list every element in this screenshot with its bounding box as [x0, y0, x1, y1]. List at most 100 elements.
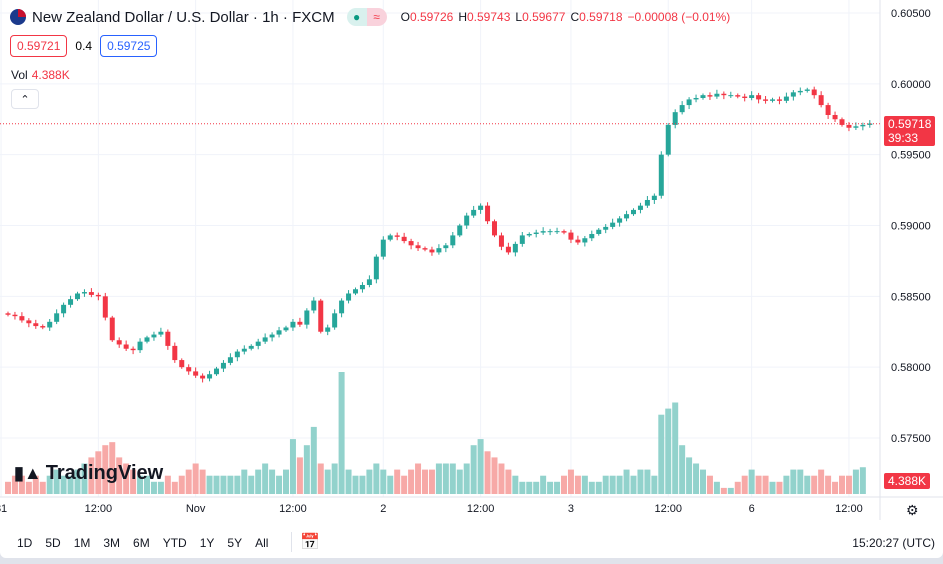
volume-bar: [185, 469, 192, 494]
candle-body: [366, 279, 372, 285]
volume-bar: [46, 475, 53, 494]
candle-body: [540, 231, 546, 233]
range-5d[interactable]: 5D: [45, 536, 61, 550]
volume-bar: [422, 469, 428, 494]
volume-bar: [790, 469, 797, 494]
candle-body: [582, 238, 588, 243]
time-axis-label: 2: [380, 503, 386, 515]
go-to-date-icon[interactable]: 📅: [291, 532, 320, 552]
candle-body: [679, 105, 685, 113]
range-1d[interactable]: 1D: [17, 536, 33, 550]
volume-bar: [811, 475, 818, 494]
volume-bar: [658, 414, 665, 494]
candle-body: [526, 233, 532, 236]
volume-bar: [748, 469, 755, 494]
candle-body: [749, 95, 755, 98]
volume-bar: [609, 475, 616, 494]
volume-bar: [289, 439, 296, 494]
clock[interactable]: 15:20:27 (UTC): [852, 536, 935, 550]
candle-body: [207, 374, 213, 379]
candle-body: [457, 225, 463, 236]
candle-body: [144, 337, 150, 342]
volume-bar: [352, 475, 359, 494]
candle-body: [575, 239, 581, 243]
delayed-data-icon: ≈: [366, 8, 387, 26]
volume-bar: [498, 463, 505, 494]
volume-bar: [484, 451, 491, 494]
price-axis-label: 0.60000: [891, 79, 931, 91]
volume-bar: [394, 469, 401, 494]
last-price-tag: 0.59718 39:33: [884, 116, 936, 146]
volume-bar: [727, 487, 734, 494]
candle-body: [255, 341, 261, 346]
candle-body: [832, 114, 838, 120]
sell-button[interactable]: 0.59721: [10, 35, 68, 57]
candle-body: [464, 215, 470, 226]
volume-bar: [220, 475, 227, 494]
candle-body: [5, 313, 11, 315]
volume-bar: [199, 469, 206, 494]
volume-bar: [248, 475, 255, 494]
range-6m[interactable]: 6M: [133, 536, 150, 550]
volume-bar: [672, 402, 679, 494]
volume-bar: [366, 469, 373, 494]
candle-body: [116, 340, 122, 345]
volume-bar: [130, 469, 137, 494]
volume-bar: [102, 445, 109, 494]
candle-body: [811, 89, 817, 96]
range-buttons: 1D 5D 1M 3M 6M YTD 1Y 5Y All: [17, 536, 268, 550]
volume-bar: [18, 475, 25, 494]
volume-bar: [359, 475, 366, 494]
candle-body: [214, 368, 219, 375]
candle-body: [387, 235, 393, 240]
volume-bar: [602, 475, 609, 494]
range-ytd[interactable]: YTD: [162, 536, 187, 550]
volume-bar: [456, 469, 463, 494]
volume-bar: [53, 469, 60, 494]
time-axis-label: 31: [0, 503, 7, 515]
time-axis-label: 12:00: [835, 503, 863, 515]
candle-body: [505, 246, 511, 253]
buy-button[interactable]: 0.59725: [100, 35, 158, 57]
volume-bar: [150, 481, 157, 494]
candle-body: [346, 293, 352, 301]
time-axis-label: 12:00: [85, 503, 113, 515]
price-chart[interactable]: 0.60500 0.60000 0.59500 0.59000 0.58500 0.580…: [0, 0, 943, 520]
volume-bar: [567, 469, 574, 494]
volume-bar: [477, 439, 484, 494]
volume-legend: Vol 4.388K: [11, 68, 70, 82]
candle-body: [512, 243, 518, 253]
candle-body: [672, 112, 678, 125]
volume-bar: [686, 457, 693, 494]
volume-bar: [95, 451, 102, 494]
volume-bar: [296, 457, 303, 494]
candle-body: [818, 95, 824, 106]
symbol-title[interactable]: New Zealand Dollar / U.S. Dollar · 1h · …: [32, 8, 335, 26]
candle-body: [478, 205, 484, 210]
volume-bar: [428, 469, 435, 494]
volume-bar: [463, 463, 470, 494]
candle-body: [790, 92, 796, 97]
range-3m[interactable]: 3M: [103, 536, 121, 550]
volume-bar: [39, 481, 46, 494]
range-1y[interactable]: 1Y: [199, 536, 215, 550]
candle-body: [547, 231, 553, 233]
candle-body: [568, 232, 574, 240]
candle-body: [95, 294, 101, 297]
collapse-legend-button[interactable]: ⌃: [11, 89, 39, 109]
volume-bar: [408, 469, 415, 494]
time-axis-label: 12:00: [467, 503, 495, 515]
range-all[interactable]: All: [255, 536, 269, 550]
settings-icon[interactable]: ⚙: [906, 502, 919, 518]
volume-bar: [234, 475, 241, 494]
price-axis-label: 0.58500: [891, 291, 931, 303]
range-1m[interactable]: 1M: [73, 536, 91, 550]
tradingview-logo[interactable]: ▮▲ TradingView: [14, 462, 164, 484]
volume-bar: [213, 475, 220, 494]
range-5y[interactable]: 5Y: [227, 536, 243, 550]
candle-body: [783, 96, 789, 101]
market-status[interactable]: ● ≈: [346, 8, 387, 26]
candle-body: [804, 89, 810, 91]
volume-bar: [60, 475, 67, 494]
